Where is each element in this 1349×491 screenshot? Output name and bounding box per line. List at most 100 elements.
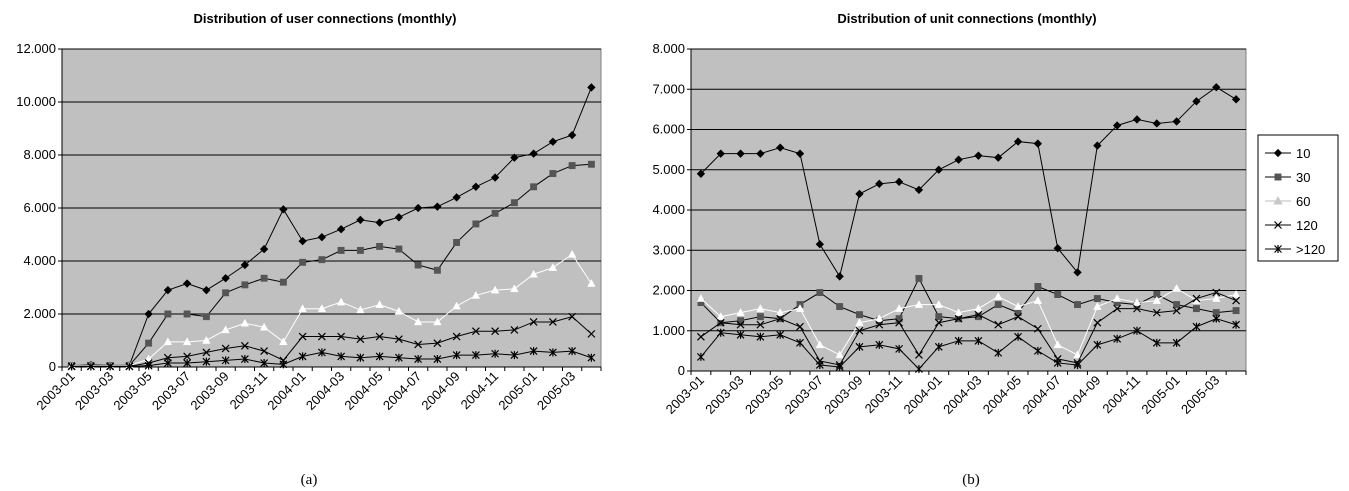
chart-a-point-s120p — [125, 362, 134, 371]
chart-b-point-s60 — [696, 294, 706, 302]
chart-b-point-s120p — [1172, 338, 1181, 347]
chart-a-point-s10 — [394, 213, 404, 222]
chart-b-y-tick-label: 8.000 — [652, 41, 685, 56]
chart-b-point-s120p — [934, 342, 943, 351]
chart-a-point-s120p — [67, 362, 76, 371]
chart-b-point-s60 — [954, 308, 963, 316]
chart-b-point-s10 — [914, 185, 924, 195]
chart-a-y-tick-label: 4.000 — [23, 253, 56, 268]
chart-b-x-tick-label: 2003-05 — [742, 373, 786, 417]
chart-b-point-s120 — [915, 350, 923, 359]
chart-a-point-s120p — [86, 362, 95, 371]
chart-b-point-s60 — [1212, 294, 1221, 302]
chart-a-point-s120 — [221, 344, 230, 353]
chart-a-point-s30 — [414, 261, 422, 269]
chart-a-x-tick-label: 2003-07 — [149, 369, 193, 413]
chart-b-point-s60 — [1152, 296, 1162, 304]
chart-b-x-tick-label: 2005-01 — [1138, 373, 1182, 417]
chart-a-point-s120p — [279, 360, 288, 369]
chart-b-point-s10 — [1132, 115, 1142, 124]
chart-a-point-s120p — [375, 352, 384, 361]
chart-a-point-s30 — [145, 339, 153, 347]
chart-b-point-s120p — [1232, 320, 1241, 329]
chart-b-point-s10 — [815, 240, 825, 249]
chart-b-point-s10 — [974, 151, 983, 160]
chart-b-x-tick-label: 2005-03 — [1178, 373, 1222, 417]
chart-a-point-s60 — [356, 305, 365, 314]
chart-b-point-s120 — [895, 318, 904, 327]
chart-a-point-s30 — [260, 274, 268, 282]
chart-a-point-s120 — [337, 332, 346, 341]
chart-b-point-s60 — [775, 308, 785, 316]
chart-b-caption: (b) — [962, 472, 980, 488]
chart-b-point-s30 — [1192, 305, 1200, 313]
chart-b-series-line-s60 — [700, 287, 1237, 356]
chart-a-point-s30 — [356, 246, 364, 254]
chart-b-point-s60 — [1112, 294, 1122, 302]
chart-a-point-s30 — [164, 310, 172, 318]
chart-a-point-s60 — [471, 290, 481, 299]
chart-b-point-s120p — [855, 342, 864, 351]
chart-b-point-s120p — [716, 328, 725, 337]
chart-a-point-s120p — [183, 359, 192, 368]
chart-a-series-line-s60 — [71, 253, 592, 367]
chart-b-point-s30 — [994, 301, 1002, 309]
chart-b-point-s30 — [1054, 291, 1062, 298]
chart-a-point-s60 — [375, 300, 384, 308]
chart-a-series-line-s120 — [71, 316, 592, 367]
chart-b-point-s60 — [1033, 296, 1043, 304]
chart-b-legend-entry: 60 — [1265, 194, 1310, 209]
chart-b-point-s60 — [835, 350, 844, 359]
chart-b-point-s120p — [1073, 360, 1082, 369]
chart-a-x-tick-label: 2003-11 — [227, 369, 271, 413]
chart-a-point-s10 — [163, 285, 173, 295]
chart-b-point-s10 — [1192, 97, 1201, 106]
chart-b-point-s10 — [795, 149, 805, 158]
chart-b-point-s10 — [855, 189, 864, 199]
chart-a-x-tick-label: 2005-03 — [534, 369, 578, 413]
chart-b-point-s120p — [756, 332, 765, 341]
chart-a-point-s30 — [222, 289, 230, 297]
chart-a-point-s30 — [318, 256, 326, 264]
chart-b-x-tick-label: 2003-11 — [862, 373, 906, 417]
chart-a-point-s10 — [529, 149, 538, 158]
chart-a-y-tick-label: 10.000 — [16, 94, 56, 109]
chart-a-point-s60 — [259, 322, 269, 331]
chart-b-point-s120p — [796, 338, 804, 347]
chart-b-point-s10 — [894, 177, 904, 186]
chart-b-x-tick-label: 2003-01 — [663, 373, 707, 417]
chart-b-point-s120p — [776, 330, 785, 339]
chart-a-point-s60 — [298, 304, 307, 312]
chart-b-point-s10 — [736, 149, 745, 158]
chart-a-caption: (a) — [301, 472, 318, 488]
chart-a-point-s10 — [144, 309, 153, 319]
chart-b-point-s120 — [994, 320, 1003, 329]
chart-a-point-s60 — [567, 249, 577, 258]
chart-a-point-s120p — [548, 348, 557, 357]
chart-b-point-s30 — [756, 313, 764, 321]
chart-a-point-s120p — [356, 353, 365, 362]
chart-a-point-s60 — [490, 285, 500, 294]
chart-a-point-s120 — [491, 327, 500, 336]
chart-b-point-s30 — [1173, 301, 1181, 309]
chart-a-y-tick-label: 8.000 — [23, 147, 56, 162]
chart-a-x-tick-label: 2003-05 — [110, 369, 154, 413]
chart-b-point-s60 — [795, 304, 805, 312]
chart-b-point-s60 — [934, 300, 943, 308]
chart-b-legend-box — [1257, 134, 1339, 262]
chart-a-point-s120p — [337, 352, 346, 361]
chart-b-legend-label: 10 — [1296, 146, 1310, 161]
chart-a-point-s120p — [433, 355, 442, 364]
chart-b-series-line-s30 — [700, 277, 1237, 324]
chart-b-point-s10 — [776, 143, 785, 152]
chart-b-point-s10 — [1013, 137, 1023, 146]
chart-a-x-tick-label: 2004-11 — [458, 369, 502, 413]
chart-a-title: Distribution of user connections (monthl… — [194, 11, 457, 26]
chart-a-y-tick-label: 12.000 — [16, 41, 56, 56]
chart-b-point-s30 — [836, 303, 844, 311]
chart-a-point-s30 — [491, 209, 499, 217]
chart-b-series-s10 — [696, 83, 1241, 281]
chart-a-x-tick-label: 2004-09 — [418, 369, 462, 413]
chart-b-point-s120 — [756, 320, 765, 329]
